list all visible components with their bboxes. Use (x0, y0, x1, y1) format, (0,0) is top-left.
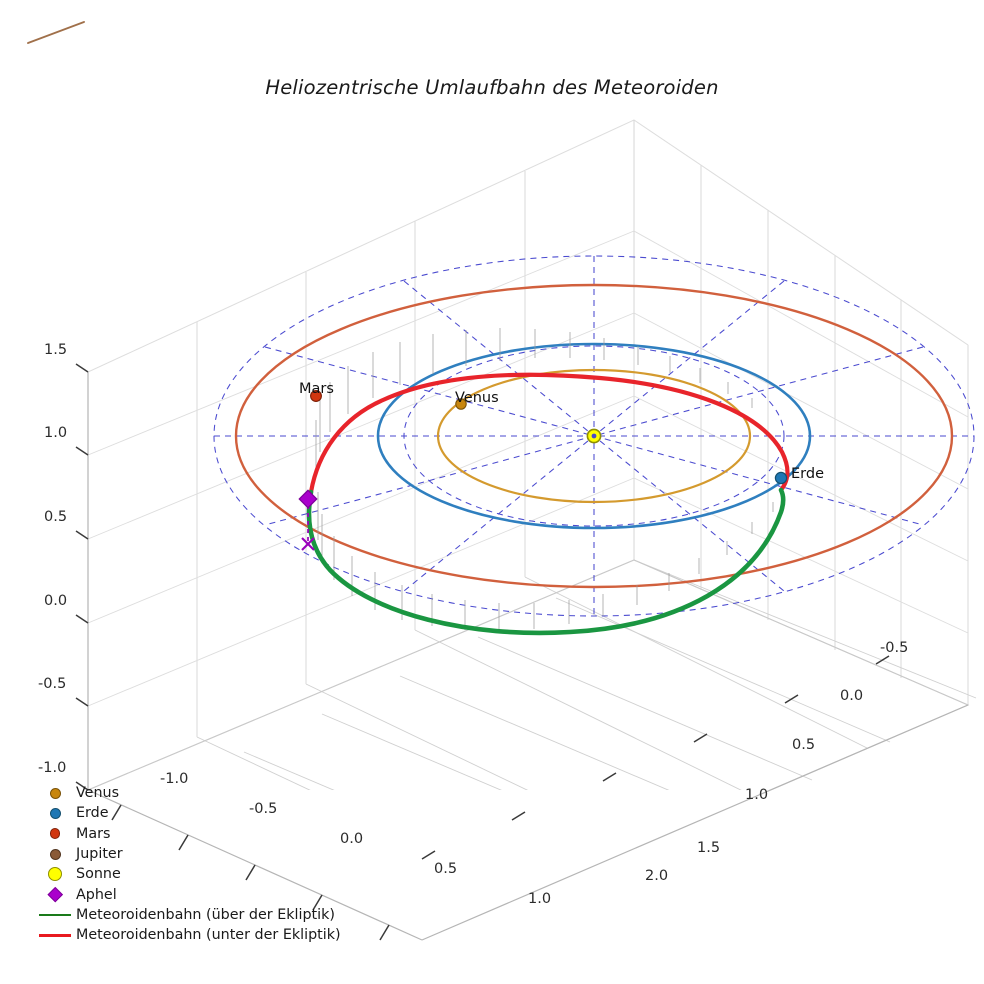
mars-orbit (234, 283, 954, 589)
legend-item-aphel[interactable]: Aphel (34, 884, 334, 904)
depth-tick-5: 1.5 (697, 840, 721, 856)
depth-tick-4: 1.0 (745, 787, 769, 803)
z-tick-1: 1.5 (44, 342, 68, 358)
grid-back-left (87, 119, 635, 790)
mars-dot-icon (34, 828, 76, 839)
legend-item-meteoroid-below[interactable]: Meteoroidenbahn (unter der Ekliptik) (34, 925, 341, 945)
legend-label-meteoroid-above: Meteoroidenbahn (über der Ekliptik) (76, 906, 335, 923)
z-tick-4: 0.0 (44, 593, 68, 609)
meteoroid-orbit-below (308, 372, 790, 495)
depth-tick-3: 0.5 (792, 737, 816, 753)
label-erde: Erde (791, 466, 824, 482)
legend-label-venus: Venus (76, 785, 120, 802)
erde-dot-icon (34, 807, 76, 819)
legend-label-erde: Erde (76, 805, 109, 822)
grid-floor (88, 559, 977, 790)
polar-grid (213, 255, 975, 617)
axes-panes (87, 119, 969, 790)
legend-item-jupiter[interactable]: Jupiter (34, 844, 334, 864)
earth-orbit (376, 342, 812, 530)
sonne-dot-icon (34, 867, 76, 882)
label-venus: Venus (455, 390, 499, 406)
aphel-diamond-icon (34, 887, 76, 903)
legend-label-aphel: Aphel (76, 886, 117, 903)
z-tick-5: -0.5 (38, 676, 67, 692)
legend-item-sonne[interactable]: Sonne (34, 864, 334, 884)
legend: Venus Erde Mars Jupiter Sonne (34, 783, 341, 945)
depth-tick-2: 0.0 (840, 688, 864, 704)
x-tick-2: -0.5 (249, 801, 278, 817)
meteoroid-dropline-group (315, 328, 774, 631)
x-tick-6: 2.0 (645, 868, 669, 884)
red-line-icon (34, 933, 76, 937)
z-tick-6: -1.0 (38, 760, 67, 776)
x-tick-3: 0.0 (340, 831, 364, 847)
aphel-projection-x (301, 537, 315, 551)
legend-item-erde[interactable]: Erde (34, 803, 334, 823)
mars-marker (310, 390, 322, 402)
x-tick-5: 1.0 (528, 891, 552, 907)
earth-marker (774, 471, 788, 485)
label-mars: Mars (299, 381, 334, 397)
green-line-icon (34, 913, 76, 917)
grid-back-right (633, 119, 969, 706)
jupiter-orbit-arc (27, 21, 85, 44)
aphel-group (298, 489, 318, 551)
depth-tick-1: -0.5 (880, 640, 909, 656)
legend-label-jupiter: Jupiter (76, 846, 123, 863)
legend-item-venus[interactable]: Venus (34, 783, 334, 803)
legend-label-meteoroid-below: Meteoroidenbahn (unter der Ekliptik) (76, 927, 341, 944)
venus-marker (455, 398, 467, 410)
legend-label-mars: Mars (76, 825, 111, 842)
meteoroid-orbit-above (306, 487, 786, 636)
z-tick-2: 1.0 (44, 425, 68, 441)
venus-dot-icon (34, 787, 76, 799)
axis-ticks (75, 363, 890, 941)
legend-item-meteoroid-above[interactable]: Meteoroidenbahn (über der Ekliptik) (34, 905, 335, 925)
legend-item-mars[interactable]: Mars (34, 824, 334, 844)
legend-label-sonne: Sonne (76, 866, 121, 883)
z-tick-3: 0.5 (44, 509, 68, 525)
jupiter-dot-icon (34, 848, 76, 860)
venus-orbit (436, 368, 752, 504)
x-tick-1: -1.0 (160, 771, 189, 787)
page-title: Heliozentrische Umlaufbahn des Meteoroid… (265, 76, 719, 99)
sun-marker (586, 428, 602, 444)
x-tick-4: 0.5 (434, 861, 458, 877)
